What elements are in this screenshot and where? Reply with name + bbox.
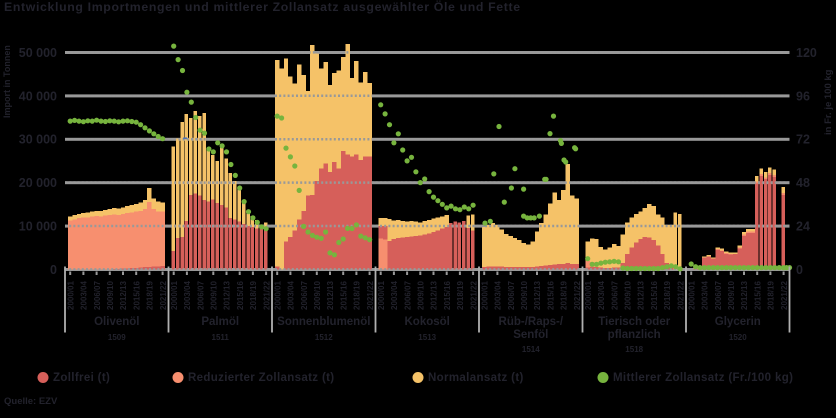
svg-text:in Fr. je 100 kg: in Fr. je 100 kg	[823, 69, 834, 135]
svg-text:2012/13: 2012/13	[119, 281, 128, 310]
svg-text:2009/10: 2009/10	[624, 281, 633, 310]
svg-text:1509: 1509	[108, 333, 126, 342]
svg-text:40 000: 40 000	[19, 89, 57, 103]
svg-text:2003/04: 2003/04	[701, 281, 710, 310]
svg-text:96: 96	[796, 89, 810, 103]
svg-text:2012/13: 2012/13	[430, 281, 439, 310]
svg-text:Import in Tonnen: Import in Tonnen	[2, 45, 12, 118]
svg-text:72: 72	[796, 133, 810, 147]
svg-text:20 000: 20 000	[19, 176, 57, 190]
svg-text:2015/16: 2015/16	[546, 281, 555, 310]
svg-text:2006/07: 2006/07	[507, 281, 516, 310]
svg-text:2003/04: 2003/04	[183, 281, 192, 310]
svg-text:2006/07: 2006/07	[403, 281, 412, 310]
svg-text:120: 120	[796, 46, 817, 60]
svg-text:Olivenöl: Olivenöl	[94, 316, 139, 328]
svg-text:2018/19: 2018/19	[353, 281, 362, 310]
svg-text:24: 24	[796, 220, 810, 234]
svg-text:Rüb-/Raps-/: Rüb-/Raps-/	[499, 316, 564, 328]
svg-text:2000/01: 2000/01	[480, 281, 489, 310]
svg-text:Normalansatz (t): Normalansatz (t)	[428, 372, 524, 384]
svg-text:2009/10: 2009/10	[313, 281, 322, 310]
svg-text:2021/22: 2021/22	[469, 281, 478, 310]
svg-text:2015/16: 2015/16	[443, 281, 452, 310]
svg-text:2018/19: 2018/19	[249, 281, 258, 310]
svg-text:2012/13: 2012/13	[740, 281, 749, 310]
svg-text:2006/07: 2006/07	[610, 281, 619, 310]
svg-text:2015/16: 2015/16	[339, 281, 348, 310]
svg-text:1512: 1512	[315, 333, 333, 342]
svg-text:2021/22: 2021/22	[573, 281, 582, 310]
svg-text:Sonnenblumenöl: Sonnenblumenöl	[277, 316, 370, 328]
svg-text:50 000: 50 000	[19, 46, 57, 60]
svg-text:2000/01: 2000/01	[584, 281, 593, 310]
svg-text:Tierisch oder: Tierisch oder	[598, 316, 671, 328]
svg-text:2015/16: 2015/16	[753, 281, 762, 310]
svg-text:2018/19: 2018/19	[456, 281, 465, 310]
svg-text:2003/04: 2003/04	[494, 281, 503, 310]
svg-text:2009/10: 2009/10	[520, 281, 529, 310]
svg-text:2003/04: 2003/04	[390, 281, 399, 310]
svg-text:2009/10: 2009/10	[417, 281, 426, 310]
svg-text:2000/01: 2000/01	[66, 281, 75, 310]
svg-text:2006/07: 2006/07	[196, 281, 205, 310]
svg-text:2000/01: 2000/01	[273, 281, 282, 310]
svg-text:1513: 1513	[418, 333, 436, 342]
svg-text:2021/22: 2021/22	[676, 281, 685, 310]
svg-text:0: 0	[796, 263, 803, 277]
svg-text:Reduzierter Zollansatz (t): Reduzierter Zollansatz (t)	[188, 372, 334, 384]
svg-text:pflanzlich: pflanzlich	[608, 329, 661, 341]
svg-text:2003/04: 2003/04	[597, 281, 606, 310]
svg-text:2021/22: 2021/22	[366, 281, 375, 310]
svg-text:2009/10: 2009/10	[210, 281, 219, 310]
svg-text:Zollfrei (t): Zollfrei (t)	[53, 372, 110, 384]
svg-text:2009/10: 2009/10	[106, 281, 115, 310]
svg-text:1514: 1514	[522, 345, 540, 354]
svg-text:30 000: 30 000	[19, 133, 57, 147]
svg-text:2012/13: 2012/13	[223, 281, 232, 310]
svg-text:2006/07: 2006/07	[300, 281, 309, 310]
svg-text:2021/22: 2021/22	[780, 281, 789, 310]
svg-text:48: 48	[796, 176, 810, 190]
svg-text:2000/01: 2000/01	[377, 281, 386, 310]
svg-text:2015/16: 2015/16	[236, 281, 245, 310]
svg-text:2021/22: 2021/22	[262, 281, 271, 310]
svg-text:2015/16: 2015/16	[132, 281, 141, 310]
svg-text:2018/19: 2018/19	[560, 281, 569, 310]
svg-text:2015/16: 2015/16	[650, 281, 659, 310]
svg-text:10 000: 10 000	[19, 220, 57, 234]
svg-text:1520: 1520	[729, 333, 747, 342]
svg-text:2000/01: 2000/01	[170, 281, 179, 310]
svg-text:2021/22: 2021/22	[159, 281, 168, 310]
svg-text:2003/04: 2003/04	[287, 281, 296, 310]
svg-text:Senföl: Senföl	[513, 329, 548, 341]
svg-text:1511: 1511	[212, 333, 230, 342]
svg-text:2018/19: 2018/19	[663, 281, 672, 310]
svg-text:Kokosöl: Kokosöl	[405, 316, 450, 328]
svg-text:0: 0	[50, 263, 57, 277]
svg-text:2018/19: 2018/19	[146, 281, 155, 310]
svg-text:2006/07: 2006/07	[93, 281, 102, 310]
svg-text:2012/13: 2012/13	[637, 281, 646, 310]
svg-text:2012/13: 2012/13	[533, 281, 542, 310]
svg-text:2009/10: 2009/10	[727, 281, 736, 310]
svg-text:Quelle: EZV: Quelle: EZV	[4, 396, 58, 407]
svg-text:Mittlerer Zollansatz (Fr./100: Mittlerer Zollansatz (Fr./100 kg)	[613, 372, 793, 384]
svg-text:Entwicklung Importmengen und m: Entwicklung Importmengen und mittlerer Z…	[4, 0, 521, 14]
svg-text:1518: 1518	[625, 345, 643, 354]
svg-text:Palmöl: Palmöl	[201, 316, 239, 328]
svg-text:2006/07: 2006/07	[714, 281, 723, 310]
svg-text:2012/13: 2012/13	[326, 281, 335, 310]
svg-text:2000/01: 2000/01	[687, 281, 696, 310]
svg-text:Glycerin: Glycerin	[715, 316, 761, 328]
svg-text:2018/19: 2018/19	[767, 281, 776, 310]
svg-text:2003/04: 2003/04	[80, 281, 89, 310]
